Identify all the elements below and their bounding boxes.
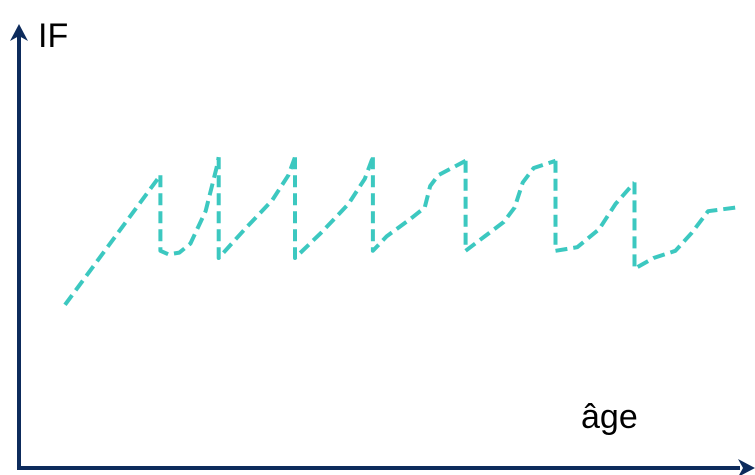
series-line-segment (632, 182, 736, 271)
series-line-segment (463, 158, 557, 253)
series-line-segment (63, 174, 163, 306)
x-axis-label: âge (581, 398, 638, 436)
y-axis-arrow-icon (10, 24, 28, 41)
series-line-segment (216, 156, 297, 260)
series-layer (63, 156, 736, 306)
series-line-segment (553, 160, 637, 253)
x-axis-arrow-icon (738, 459, 755, 475)
y-axis-label: IF (38, 17, 68, 55)
series-line-segment (370, 157, 467, 253)
series-line-segment (293, 156, 375, 260)
series-line-segment (158, 156, 221, 257)
